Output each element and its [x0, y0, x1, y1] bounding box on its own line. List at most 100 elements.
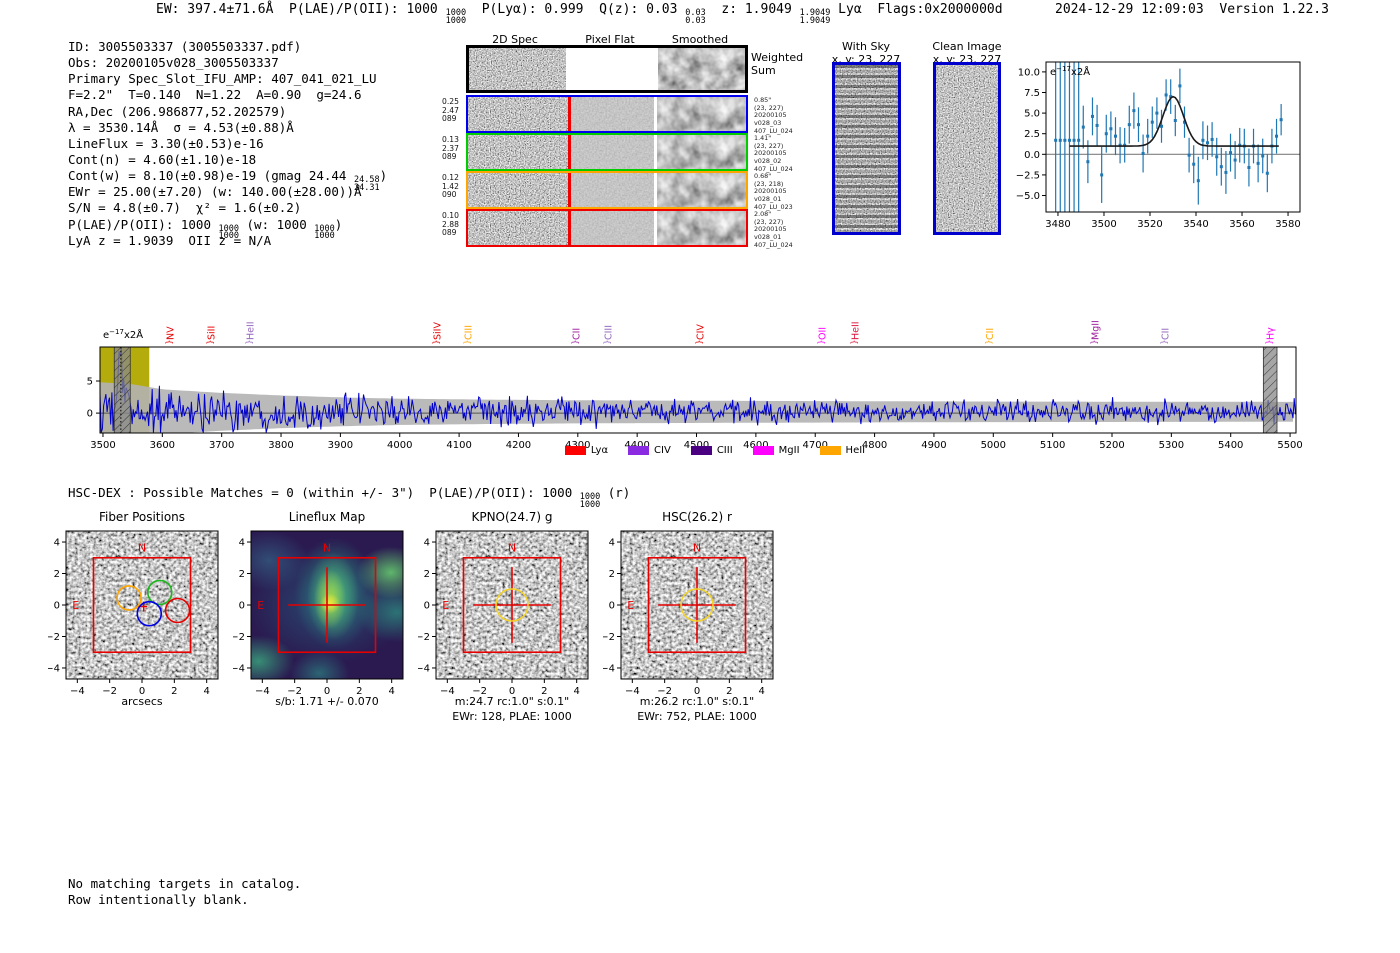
cutout-image-segment [468, 211, 568, 245]
report-datetime-version: 2024-12-29 12:09:03 Version 1.22.3 [1055, 2, 1329, 17]
svg-text:4: 4 [54, 538, 60, 549]
text-segment: LyA z = 1.9039 OII z = N/A [68, 232, 272, 248]
emission-line-label: HeII [850, 321, 861, 340]
svg-text:3800: 3800 [268, 440, 293, 451]
svg-text:2: 2 [541, 686, 547, 697]
emission-line-label: CIII [464, 325, 475, 340]
full-spectrum-plot: 3500 3600 3700 3800 3900 4000 4100 4200 4300 4400… [87, 320, 1303, 451]
emission-line-brace: { [432, 339, 441, 344]
legend-swatch [819, 446, 841, 455]
svg-text:0: 0 [239, 601, 245, 612]
info-line: LyA z = 1.9039 OII z = N/A [68, 233, 387, 249]
svg-text:0.0: 0.0 [1024, 150, 1040, 161]
cutout-image-segment [654, 173, 657, 207]
info-line: RA,Dec (206.986877,52.202579) [68, 104, 387, 120]
text-segment: ) [379, 168, 388, 184]
cutout-image-segment [654, 97, 657, 131]
cutout-row: 0.25 2.47 089 0.85" (23, 227) 20200105 v028_03… [442, 95, 793, 135]
panel-caption-1: m:24.7 rc:1.0" s:0.1" [454, 695, 570, 708]
text-segment: ID: 3005503337 (3005503337.pdf) [68, 39, 302, 54]
legend-swatch [628, 446, 650, 455]
svg-text:3560: 3560 [1229, 219, 1254, 230]
emission-line-label: CIV [696, 324, 707, 340]
footer-line: Row intentionally blank. [68, 892, 249, 908]
legend-label: CIII [716, 445, 733, 456]
panel-title: HSC(26.2) r [662, 510, 732, 524]
cutout-row-left-label: 0.13 2.37 089 [442, 135, 459, 162]
compass-east-label: E [257, 599, 264, 612]
compass-north-label: N [323, 541, 331, 554]
panel-caption-2: EWr: 752, PLAE: 1000 [637, 710, 757, 723]
svg-text:0: 0 [424, 601, 430, 612]
cutout-image-segment [468, 135, 568, 169]
svg-text:5200: 5200 [1099, 440, 1124, 451]
info-line: LineFlux = 3.30(±0.53)e-16 [68, 136, 387, 152]
catalog-match-line: HSC-DEX : Possible Matches = 0 (within +… [68, 485, 630, 509]
column-header-smoothed: Smoothed [671, 33, 729, 46]
svg-text:4: 4 [758, 686, 764, 697]
legend-label: HeII [845, 445, 866, 456]
text-segment: P(Lyα): 0.999 Q(z): 0.03 [466, 2, 686, 17]
text-segment: Lyα Flags:0x2000000d [830, 2, 1003, 17]
cutout-image-segment [568, 173, 571, 207]
svg-text:4: 4 [203, 686, 209, 697]
svg-text:0: 0 [324, 686, 330, 697]
emission-line-label: SiII [206, 326, 217, 340]
spectrum-legend: Lyα CIV CIII MgII HeII [0, 445, 1400, 456]
cutout-row-right-label: 1.41" (23, 227) 20200105 v028_02 407_LU_024 [754, 134, 793, 173]
text-segment: F=2.2" T=0.140 N=1.22 A=0.90 g=24.6 [68, 87, 362, 103]
aperture-circle [495, 588, 529, 622]
cutout-image-segment [654, 135, 657, 169]
svg-text:4: 4 [388, 686, 394, 697]
flux-unit-label: e−17x2Å [103, 328, 143, 341]
stacked-fraction: 1.9049 1.9049 [799, 8, 831, 26]
text-segment: Cont(n) = 4.60(±1.10)e-18 [68, 151, 257, 167]
emission-line-label: Hγ [1265, 327, 1276, 340]
svg-text:5500: 5500 [1277, 440, 1302, 451]
text-segment: HSC-DEX : Possible Matches = 0 (within +… [68, 485, 580, 500]
svg-text:2: 2 [726, 686, 732, 697]
info-line: ID: 3005503337 (3005503337.pdf) [68, 39, 387, 55]
svg-text:−2: −2 [48, 632, 60, 643]
panel-caption-1: m:26.2 rc:1.0" s:0.1" [639, 695, 755, 708]
svg-text:−4: −4 [440, 686, 455, 697]
emission-line-brace: { [1265, 339, 1274, 344]
clean-image [933, 62, 1001, 235]
svg-text:3900: 3900 [328, 440, 353, 451]
spectrum-trace [99, 347, 1296, 433]
svg-text:−2: −2 [287, 686, 302, 697]
svg-text:−4: −4 [48, 663, 60, 674]
stacked-fraction: 1000 1000 [579, 492, 601, 510]
svg-text:0: 0 [54, 601, 60, 612]
column-header-2d-spec: 2D Spec [492, 33, 538, 46]
svg-text:−2: −2 [102, 686, 117, 697]
text-segment: EWr = 25.00(±7.20) (w: 140.00(±28.00))Å [68, 184, 362, 200]
svg-text:4600: 4600 [743, 440, 768, 451]
svg-text:4100: 4100 [446, 440, 471, 451]
cutout-image-segment [469, 48, 566, 90]
info-line: EWr = 25.00(±7.20) (w: 140.00(±28.00))Å [68, 184, 387, 200]
emission-line-brace: { [245, 339, 254, 344]
info-line: F=2.2" T=0.140 N=1.22 A=0.90 g=24.6 [68, 87, 387, 103]
svg-text:−4: −4 [603, 663, 615, 674]
svg-text:3480: 3480 [1045, 219, 1070, 230]
svg-text:−2: −2 [603, 632, 615, 643]
spectrum-plot-area: 3500 3600 3700 3800 3900 4000 4100 4200 4300 4400… [87, 328, 1303, 451]
info-line: S/N = 4.8(±0.7) χ² = 1.6(±0.2) [68, 200, 387, 216]
report-datetime: 2024-12-29 12:09:03 [1055, 2, 1204, 17]
emission-line-labels: NV{SiII{HeII{SiIV{CIII{CII{CIII{CIV{OII{… [165, 320, 1276, 344]
emission-line-brace: { [571, 339, 580, 344]
extraction-box [92, 556, 192, 654]
column-header-pixel-flat: Pixel Flat [585, 33, 635, 46]
emission-line-brace: { [850, 339, 859, 344]
text-segment: (r) [600, 485, 631, 500]
panel-overlay: −4 −2 0 2 4 −4 −2 0 2 4 N E [603, 530, 774, 697]
panel-title: KPNO(24.7) g [471, 510, 553, 524]
svg-text:3500: 3500 [1091, 219, 1116, 230]
svg-text:10.0: 10.0 [1018, 67, 1040, 78]
sky-lines-overlay [835, 65, 898, 232]
legend-swatch [564, 446, 586, 455]
emission-line-label: HeII [246, 321, 257, 340]
